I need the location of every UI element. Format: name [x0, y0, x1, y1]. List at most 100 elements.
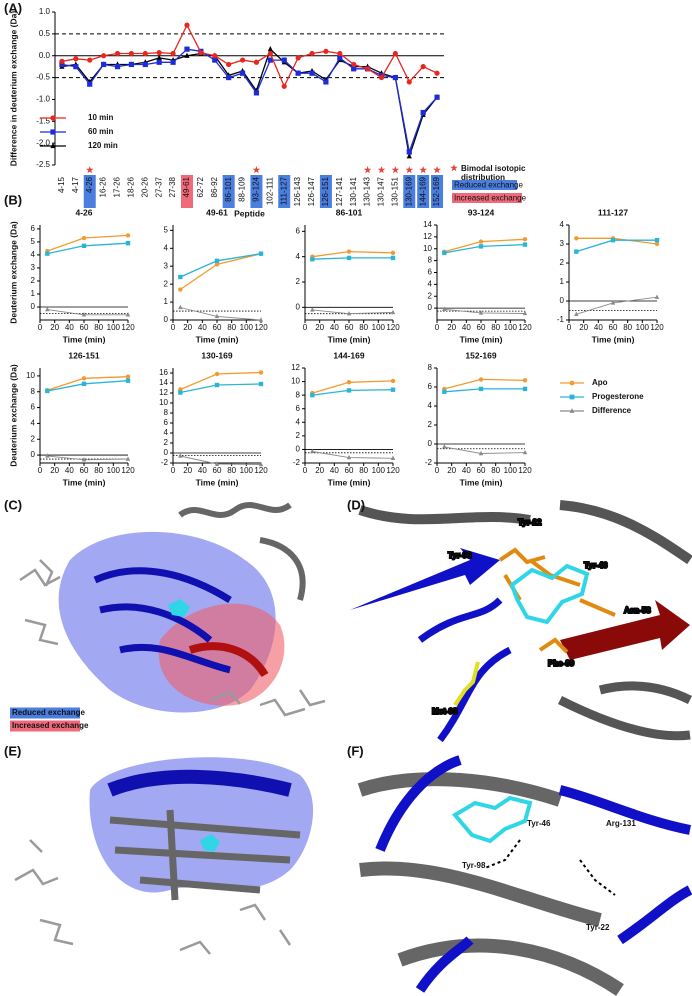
marker — [478, 377, 484, 382]
y-tick-label: 6 — [296, 226, 301, 235]
x-tick-label: 20 — [447, 323, 456, 332]
met-side-chain — [453, 661, 480, 707]
x-tick-label: 20 — [50, 323, 59, 332]
marker — [101, 53, 107, 59]
y-tick-label: 0 — [296, 445, 301, 454]
marker — [522, 237, 528, 242]
x-tick-label: 120 — [386, 466, 400, 475]
ribbon-blue — [417, 597, 512, 743]
x-tick-label: 20 — [183, 466, 192, 475]
x-tick-label: 60 — [345, 466, 354, 475]
x-tick-label: 27-38 — [168, 176, 177, 197]
marker — [128, 61, 135, 68]
y-tick-label: 2 — [560, 258, 565, 267]
marker — [81, 243, 87, 249]
y-tick-label: -1.0 — [36, 95, 50, 104]
y-tick-label: 0 — [296, 302, 301, 311]
marker — [654, 238, 660, 243]
bimodal-asterisk — [433, 166, 441, 174]
x-tick-label: 60 — [213, 323, 222, 332]
panel-label: (A) — [4, 0, 22, 15]
x-tick-label: 126-143 — [293, 176, 302, 206]
x-tick-label: 80 — [227, 466, 236, 475]
marker — [87, 81, 93, 87]
marker — [522, 310, 528, 316]
x-tick-label: 0 — [303, 466, 308, 475]
category-highlight — [180, 175, 193, 208]
y-tick-label: 10 — [26, 371, 35, 380]
marker — [522, 378, 528, 383]
marker — [214, 313, 220, 319]
structure-c — [19, 502, 326, 717]
series-line — [180, 371, 262, 391]
marker — [45, 306, 50, 312]
marker — [574, 249, 579, 254]
marker — [522, 449, 528, 455]
y-tick-label: 4 — [164, 428, 169, 437]
marker — [128, 50, 135, 57]
x-tick-label: 130-147 — [377, 176, 386, 206]
marker — [87, 57, 93, 63]
x-tick-label: 100 — [107, 466, 121, 475]
y-tick-label: 8 — [428, 256, 433, 265]
residue-label: Tyr-98 — [448, 551, 472, 560]
marker — [50, 142, 56, 149]
marker — [125, 312, 131, 317]
marker — [337, 55, 343, 61]
x-tick-label: 62-72 — [196, 176, 205, 197]
marker — [142, 50, 148, 57]
strand-blue — [350, 548, 500, 610]
x-tick-label: 20 — [183, 323, 192, 332]
marker — [170, 50, 176, 57]
ribbon-blue — [375, 755, 692, 993]
x-axis-label: Time (min) — [328, 334, 371, 344]
panel-label: (E) — [4, 743, 21, 758]
marker — [309, 70, 315, 76]
marker — [258, 381, 264, 387]
marker — [50, 115, 56, 121]
ligand — [509, 563, 590, 625]
y-tick-label: 8 — [428, 363, 433, 372]
marker — [310, 257, 315, 262]
residue-label: Tyr-98 — [462, 861, 486, 870]
legend-label: 120 min — [88, 141, 118, 150]
subplot-title: 144-169 — [333, 350, 364, 360]
panel-label: (B) — [4, 192, 22, 207]
y-tick-label: 1 — [164, 297, 169, 306]
x-tick-label: 0 — [303, 323, 308, 332]
series-line — [576, 296, 658, 315]
series-line — [312, 250, 394, 258]
x-tick-label: 88-109 — [238, 176, 247, 201]
bimodal-asterisk — [252, 166, 261, 174]
legend-increased: Increased exchange — [454, 194, 527, 203]
y-tick-label: -1 — [557, 315, 565, 324]
panel-label: (F) — [347, 743, 364, 758]
y-tick-label: 3 — [31, 263, 36, 272]
legend-label: Apo — [592, 378, 608, 387]
series-line — [312, 380, 394, 394]
marker — [346, 249, 352, 254]
marker — [346, 380, 352, 385]
y-tick-label: 4 — [428, 279, 433, 288]
legend-increased-box — [452, 193, 522, 203]
y-axis-label: Deuterium exchange (Da) — [8, 364, 18, 467]
marker — [478, 386, 484, 392]
x-tick-label: 100 — [372, 466, 386, 475]
y-tick-label: -2 — [425, 458, 433, 467]
marker — [434, 70, 440, 76]
residue-label: Tyr-46 — [584, 561, 608, 570]
y-tick-label: 4 — [296, 252, 301, 261]
x-tick-label: 40 — [330, 323, 339, 332]
series-line — [61, 23, 438, 88]
bimodal-asterisk — [419, 166, 427, 174]
y-tick-label: 12 — [159, 388, 168, 397]
marker — [125, 456, 131, 461]
subplot-title: 130-169 — [201, 350, 232, 360]
series-line — [444, 388, 525, 393]
x-tick-label: 20 — [447, 466, 456, 475]
marker — [295, 70, 301, 76]
strands-gray — [109, 809, 301, 901]
ribbon-gray — [557, 681, 692, 741]
marker — [267, 50, 273, 57]
bimodal-asterisk — [377, 166, 386, 174]
